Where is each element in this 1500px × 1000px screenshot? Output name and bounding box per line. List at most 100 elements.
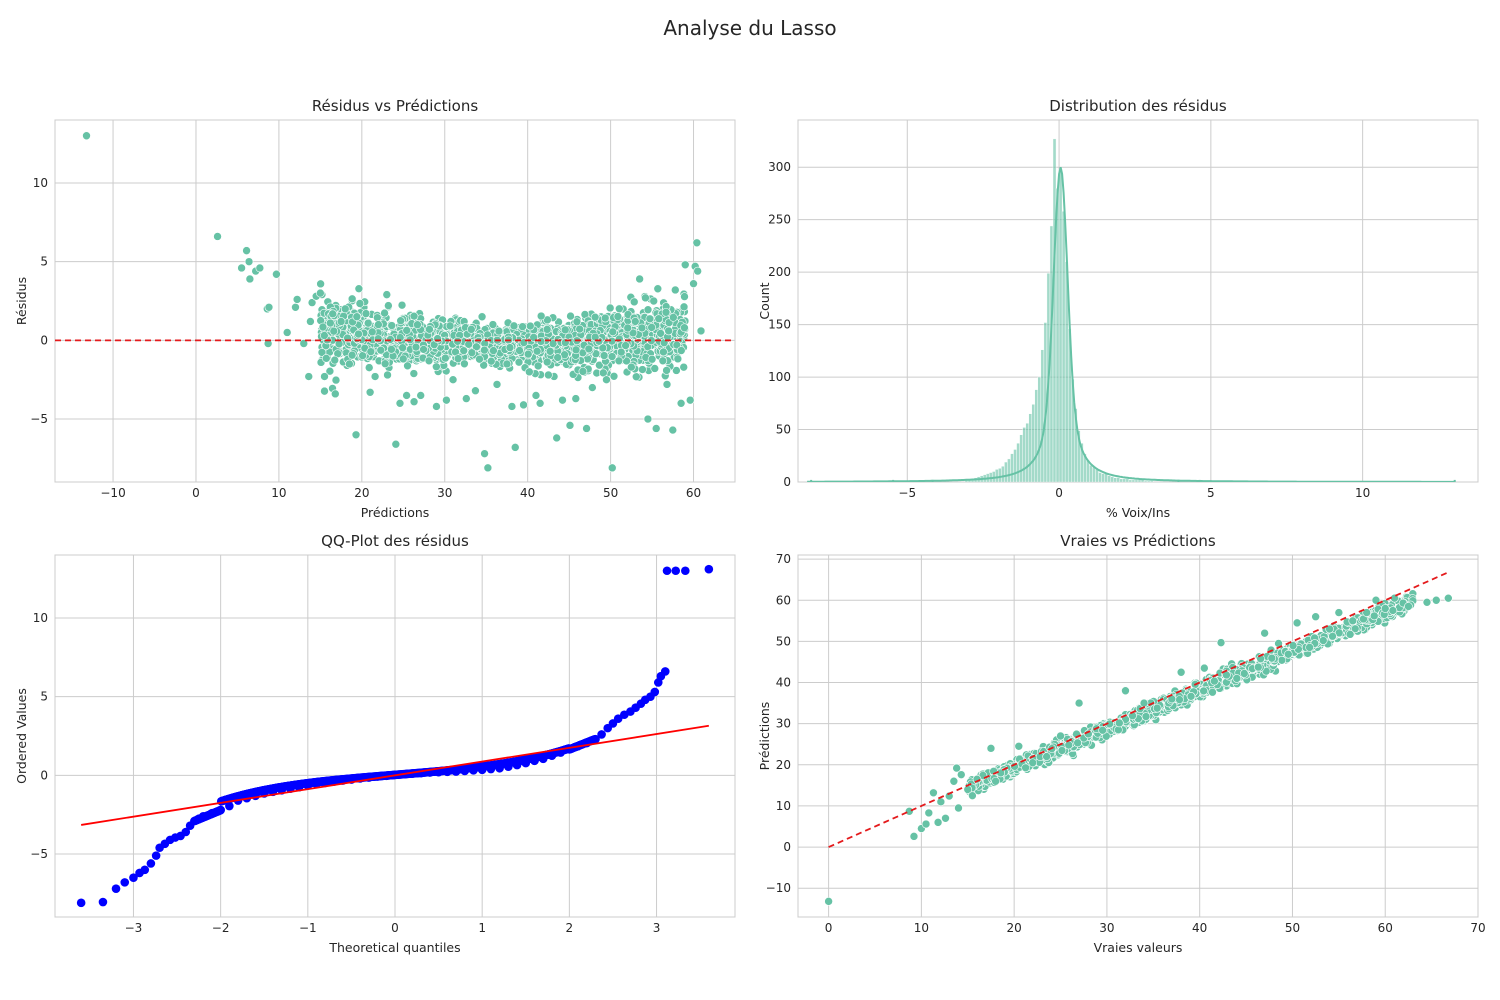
data-point: [486, 356, 496, 366]
data-point: [662, 366, 671, 375]
data-point: [664, 326, 673, 336]
y-tick-label: 70: [776, 552, 791, 566]
data-point: [1371, 595, 1381, 605]
data-point: [952, 763, 961, 773]
data-point: [536, 337, 546, 346]
x-tick-label: 5: [1207, 486, 1215, 500]
data-point: [523, 349, 533, 359]
data-point: [361, 309, 371, 318]
data-point: [441, 353, 450, 363]
data-point: [588, 383, 597, 392]
data-point: [111, 884, 121, 893]
data-point: [1444, 593, 1453, 603]
data-point: [1388, 606, 1398, 615]
histogram-bar: [1198, 479, 1201, 482]
y-tick-label: 50: [776, 423, 791, 437]
histogram-bar: [1122, 478, 1127, 482]
data-point: [403, 361, 412, 371]
data-point: [1288, 641, 1298, 650]
histogram-bar: [1037, 376, 1042, 482]
y-axis-label: Count: [757, 282, 772, 319]
data-point: [641, 293, 650, 303]
histogram-bar: [1146, 480, 1151, 482]
data-point: [1232, 674, 1242, 683]
data-point: [627, 362, 636, 372]
data-point: [488, 320, 498, 329]
x-tick-label: 20: [1007, 921, 1022, 935]
data-point: [661, 307, 671, 317]
y-tick-label: −5: [30, 412, 48, 426]
data-point: [443, 767, 452, 777]
histogram-bar: [1089, 465, 1093, 482]
data-point: [244, 257, 254, 266]
data-point: [387, 345, 396, 354]
data-point: [1369, 611, 1379, 621]
histogram-bar: [1034, 389, 1039, 482]
y-tick-label: 0: [783, 840, 791, 854]
data-point: [662, 380, 672, 389]
data-point: [956, 770, 966, 779]
data-point: [535, 399, 545, 408]
x-tick-label: 0: [391, 921, 399, 935]
histogram-bar: [931, 479, 934, 482]
data-point: [495, 763, 504, 773]
data-point: [532, 346, 542, 356]
data-point: [582, 424, 591, 433]
data-point: [941, 813, 950, 823]
y-tick-label: 0: [40, 768, 48, 782]
data-point: [317, 348, 327, 357]
histogram-bar: [998, 468, 1002, 482]
data-point: [630, 317, 640, 326]
data-point: [613, 312, 623, 321]
data-point: [383, 370, 392, 380]
data-point: [553, 353, 562, 362]
data-point: [1239, 669, 1249, 678]
data-point: [504, 762, 513, 771]
y-tick-label: 50: [776, 634, 791, 648]
data-point: [635, 274, 644, 284]
data-point: [472, 342, 481, 352]
plot-marks: [55, 131, 735, 473]
histogram-bar: [1022, 427, 1026, 482]
histogram-bar: [1031, 404, 1035, 482]
data-point: [330, 355, 340, 365]
data-point: [479, 360, 488, 370]
data-point: [544, 370, 553, 380]
data-point: [502, 359, 512, 369]
data-point: [571, 345, 581, 355]
data-point: [1260, 628, 1269, 638]
data-point: [347, 350, 357, 360]
x-tick-label: −3: [125, 921, 143, 935]
data-point: [486, 764, 496, 774]
x-tick-label: −10: [100, 486, 125, 500]
data-point: [1253, 662, 1263, 672]
histogram-bar: [892, 479, 895, 482]
histogram-bar: [1061, 211, 1066, 482]
panel-true_vs_predicted: 0 10 20 30 40 50 60 70 −10 0 10 20 30 40 50 60 70 Vraies …: [757, 532, 1486, 955]
data-point: [1028, 758, 1038, 768]
y-tick-label: 0: [783, 475, 791, 489]
data-point: [380, 308, 389, 318]
data-point: [1139, 698, 1149, 708]
x-tick-label: 0: [825, 921, 833, 935]
data-point: [670, 285, 680, 295]
data-point: [509, 321, 519, 331]
data-point: [629, 297, 639, 307]
data-point: [340, 304, 350, 314]
data-point: [1267, 653, 1277, 663]
y-axis-label: Résidus: [14, 277, 29, 325]
data-point: [483, 463, 493, 473]
data-point: [489, 346, 498, 355]
data-point: [643, 414, 653, 424]
data-point: [1404, 602, 1413, 611]
data-point: [1175, 695, 1184, 704]
data-point: [453, 354, 463, 363]
data-point: [656, 329, 665, 338]
data-point: [571, 394, 581, 403]
data-point: [306, 317, 315, 326]
data-point: [460, 359, 469, 369]
data-point: [1152, 703, 1162, 713]
data-point: [304, 372, 314, 381]
data-point: [198, 811, 208, 821]
